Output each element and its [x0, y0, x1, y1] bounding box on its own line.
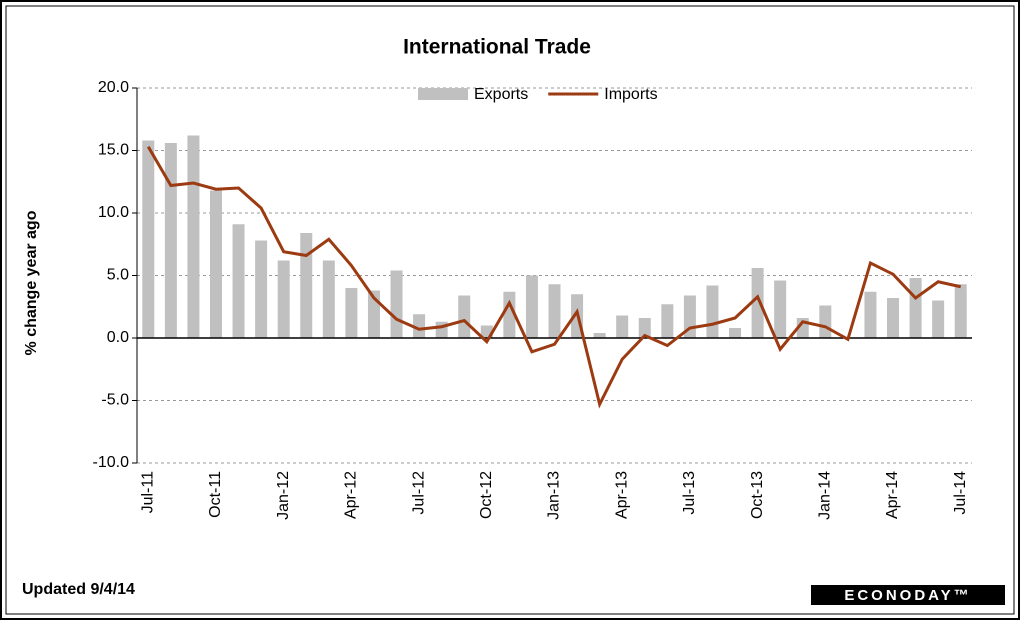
bar	[864, 291, 877, 338]
x-tick-label: Jan-13	[546, 471, 563, 520]
x-tick-label: Jan-14	[817, 471, 834, 520]
bar	[548, 284, 561, 338]
legend-label: Exports	[474, 86, 528, 103]
bar	[322, 260, 335, 338]
bar	[729, 328, 742, 338]
bar	[458, 295, 471, 338]
bar	[819, 305, 832, 338]
bar	[187, 135, 200, 338]
bar	[706, 285, 719, 338]
bar	[638, 318, 651, 338]
x-tick-label: Jul-14	[952, 471, 969, 515]
bar	[593, 333, 606, 338]
bar	[300, 233, 313, 338]
chart-title: International Trade	[403, 36, 591, 59]
bar	[164, 143, 177, 338]
legend-label: Imports	[604, 86, 657, 103]
bar	[774, 280, 787, 338]
bar	[525, 275, 538, 338]
x-tick-label: Jan-12	[275, 471, 292, 520]
y-tick-label: -5.0	[101, 392, 129, 409]
x-tick-label: Oct-13	[749, 471, 766, 519]
inner-frame	[5, 5, 1015, 615]
y-tick-label: 10.0	[98, 204, 129, 221]
bar	[390, 270, 403, 338]
bar	[413, 314, 426, 338]
x-tick-label: Oct-12	[478, 471, 495, 519]
x-tick-label: Jul-12	[410, 471, 427, 515]
legend-swatch	[418, 88, 468, 100]
bar	[503, 291, 516, 338]
y-tick-label: 20.0	[98, 79, 129, 96]
y-tick-label: 15.0	[98, 142, 129, 159]
bar	[232, 224, 245, 338]
footnote: Updated 9/4/14	[22, 581, 135, 598]
logo-box	[811, 585, 1005, 605]
bar	[209, 190, 222, 338]
bar	[277, 260, 290, 338]
logo: ECONODAY™	[844, 587, 971, 604]
bar	[909, 278, 922, 338]
y-tick-label: -10.0	[93, 454, 130, 471]
bar	[142, 140, 155, 338]
y-tick-label: 0.0	[107, 329, 129, 346]
x-tick-label: Apr-13	[613, 471, 630, 519]
bar	[345, 288, 358, 338]
x-tick-label: Jul-13	[681, 471, 698, 515]
bar	[751, 268, 764, 338]
x-tick-label: Apr-14	[884, 471, 901, 519]
bar	[954, 284, 967, 338]
bar	[255, 240, 268, 338]
bar	[616, 315, 629, 338]
line	[146, 145, 962, 409]
x-tick-label: Jul-11	[140, 471, 157, 513]
bar	[661, 304, 674, 338]
y-axis-label: % change year ago	[23, 210, 40, 355]
bar	[887, 298, 900, 338]
x-tick-label: Apr-12	[343, 471, 360, 519]
y-tick-label: 5.0	[107, 267, 129, 284]
bar	[932, 300, 945, 338]
x-tick-label: Oct-11	[207, 471, 224, 518]
